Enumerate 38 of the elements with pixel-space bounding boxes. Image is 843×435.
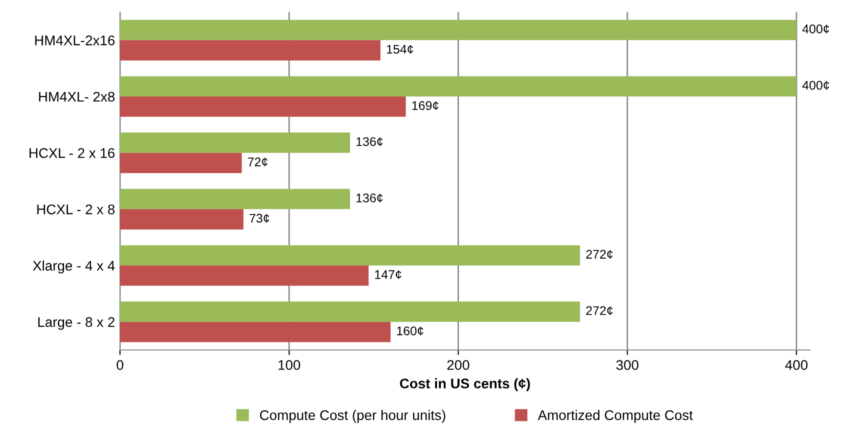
data-label: 272¢ xyxy=(586,250,613,259)
bar xyxy=(120,188,350,210)
data-label: 72¢ xyxy=(248,157,268,166)
x-tick-label: 400 xyxy=(785,360,808,370)
x-axis-title: Cost in US cents (¢) xyxy=(400,378,530,392)
bar xyxy=(120,266,369,286)
y-tick-label: HM4XL-2x16 xyxy=(35,36,115,46)
y-tick-label: HCXL - 2 x 16 xyxy=(30,148,115,158)
data-label: 400¢ xyxy=(802,24,830,34)
data-label: 136¢ xyxy=(356,137,383,146)
x-tick-label: 100 xyxy=(278,360,300,370)
bar xyxy=(120,76,796,96)
data-label: 136¢ xyxy=(356,194,383,202)
x-tick-label: 0 xyxy=(116,360,124,370)
legend-label: Compute Cost (per hour units) xyxy=(260,410,446,423)
y-tick-label: HM4XL- 2x8 xyxy=(39,92,115,102)
y-tick-label: Large - 8 x 2 xyxy=(38,317,114,330)
data-label: 400¢ xyxy=(802,80,830,90)
bar xyxy=(120,96,406,117)
data-label: 147¢ xyxy=(375,270,402,280)
bar xyxy=(120,132,350,153)
bar xyxy=(120,20,796,40)
data-label: 169¢ xyxy=(412,101,438,110)
bar xyxy=(120,302,580,322)
bar xyxy=(120,209,244,230)
bar xyxy=(120,40,380,60)
bar xyxy=(120,322,391,342)
x-tick-label: 300 xyxy=(616,360,638,370)
bar xyxy=(120,245,580,266)
y-tick-label: Xlarge - 4 x 4 xyxy=(32,260,115,274)
y-tick-label: HCXL - 2 x 8 xyxy=(37,204,115,214)
data-label: 160¢ xyxy=(397,326,424,336)
x-tick-label: 200 xyxy=(447,360,470,370)
data-label: 272¢ xyxy=(586,306,613,316)
bar xyxy=(120,152,242,174)
data-label: 73¢ xyxy=(250,214,270,223)
data-label: 154¢ xyxy=(386,44,414,54)
legend-label: Amortized Compute Cost xyxy=(538,410,693,423)
